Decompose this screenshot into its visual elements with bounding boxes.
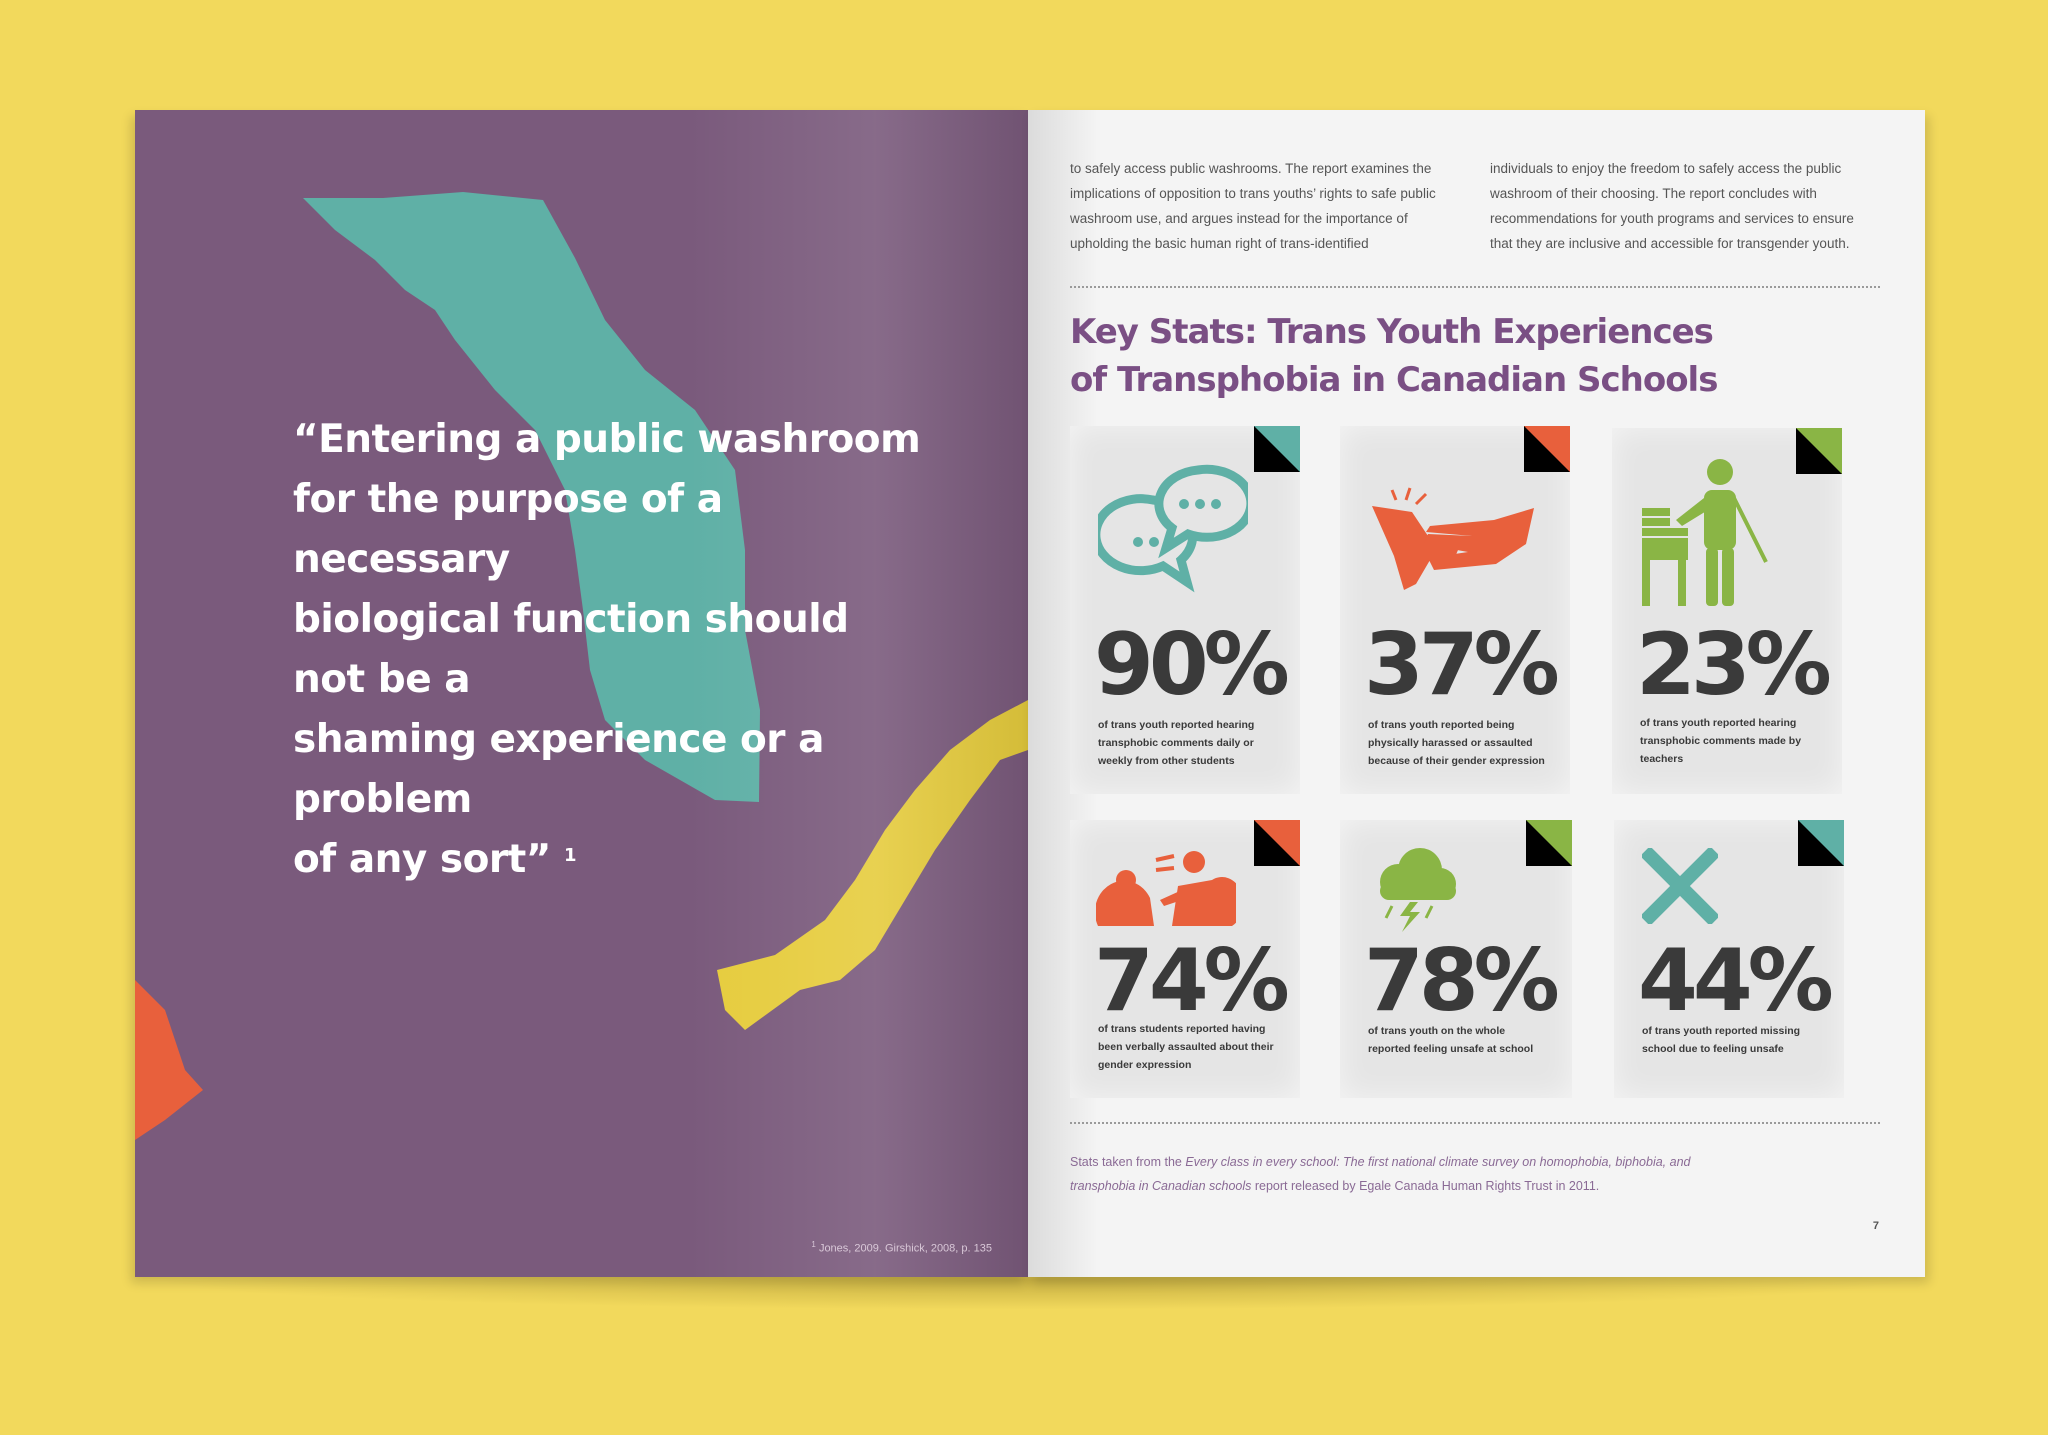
corner-accent bbox=[1798, 820, 1844, 866]
section-title: Key Stats: Trans Youth Experiences of Tr… bbox=[1070, 308, 1770, 404]
page-number: 7 bbox=[1872, 1220, 1879, 1232]
shouting-people-icon bbox=[1096, 851, 1236, 926]
x-mark-icon bbox=[1642, 848, 1718, 924]
quote-line: shaming experience or a problem bbox=[293, 717, 824, 822]
divider-bottom bbox=[1070, 1122, 1880, 1124]
stat-value: 90% bbox=[1094, 615, 1290, 715]
quote-footnote-marker: 1 bbox=[564, 845, 577, 866]
storm-cloud-icon bbox=[1380, 848, 1456, 932]
stat-card: 78% of trans youth on the whole reported… bbox=[1340, 820, 1572, 1098]
stat-description: of trans youth reported hearing transpho… bbox=[1640, 717, 1802, 765]
intro-text: to safely access public washrooms. The r… bbox=[1070, 156, 1870, 256]
stat-value: 37% bbox=[1364, 615, 1560, 715]
corner-accent bbox=[1526, 820, 1572, 866]
source-note: Stats taken from the Every class in ever… bbox=[1070, 1150, 1710, 1198]
footnote-text: Jones, 2009. Girshick, 2008, p. 135 bbox=[818, 1243, 992, 1255]
corner-accent bbox=[1254, 820, 1300, 866]
source-prefix: Stats taken from the bbox=[1070, 1155, 1186, 1169]
yellow-shape bbox=[717, 700, 1028, 1030]
teacher-at-desk-icon bbox=[1642, 459, 1768, 606]
right-page: to safely access public washrooms. The r… bbox=[1028, 110, 1925, 1277]
stat-card: 23% of trans youth reported hearing tran… bbox=[1612, 428, 1842, 794]
stat-value: 23% bbox=[1636, 615, 1832, 715]
quote-line: of any sort” 1 bbox=[293, 830, 933, 890]
source-title: Every class in every school: The first n… bbox=[1070, 1155, 1691, 1193]
stat-description: of trans youth on the whole reported fee… bbox=[1368, 1025, 1534, 1055]
grabbing-hands-icon bbox=[1372, 487, 1534, 590]
section-title-line: of Transphobia in Canadian Schools bbox=[1070, 360, 1718, 400]
intro-column-left: to safely access public washrooms. The r… bbox=[1070, 161, 1436, 251]
quote-line: “Entering a public washroom bbox=[293, 417, 921, 462]
stat-card: 44% of trans youth reported missing scho… bbox=[1614, 820, 1844, 1098]
stat-description: of trans youth reported missing school d… bbox=[1642, 1025, 1801, 1055]
speech-bubbles-icon bbox=[1098, 464, 1248, 593]
stat-value: 74% bbox=[1094, 931, 1290, 1031]
corner-accent bbox=[1254, 426, 1300, 472]
stat-card: 74% of trans students reported having be… bbox=[1070, 820, 1300, 1098]
source-suffix: report released by Egale Canada Human Ri… bbox=[1251, 1179, 1600, 1193]
footnote-marker: 1 bbox=[811, 1240, 816, 1250]
stat-description: of trans youth reported being physically… bbox=[1368, 719, 1545, 767]
pull-quote: “Entering a public washroom for the purp… bbox=[293, 410, 933, 890]
stat-description: of trans youth reported hearing transpho… bbox=[1098, 719, 1255, 767]
stat-card: 90% of trans youth reported hearing tran… bbox=[1070, 426, 1300, 794]
quote-line: biological function should not be a bbox=[293, 597, 849, 702]
orange-shape bbox=[135, 980, 203, 1140]
footnote: 1 Jones, 2009. Girshick, 2008, p. 135 bbox=[811, 1240, 992, 1255]
divider-top bbox=[1070, 286, 1880, 288]
quote-line: for the purpose of a necessary bbox=[293, 477, 723, 582]
left-page: “Entering a public washroom for the purp… bbox=[135, 110, 1028, 1277]
corner-accent bbox=[1796, 428, 1842, 474]
decorative-shapes bbox=[135, 192, 1028, 1140]
teal-shape bbox=[303, 192, 760, 802]
stat-value: 78% bbox=[1364, 931, 1560, 1031]
intro-column-right: individuals to enjoy the freedom to safe… bbox=[1490, 161, 1854, 251]
stat-value: 44% bbox=[1638, 931, 1834, 1031]
stat-description: of trans students reported having been v… bbox=[1098, 1023, 1274, 1071]
left-page-gutter-shade bbox=[688, 110, 1028, 1277]
corner-accent bbox=[1524, 426, 1570, 472]
section-title-line: Key Stats: Trans Youth Experiences bbox=[1070, 312, 1714, 352]
quote-line-text: of any sort” bbox=[293, 837, 551, 882]
stat-card: 37% of trans youth reported being physic… bbox=[1340, 426, 1570, 794]
